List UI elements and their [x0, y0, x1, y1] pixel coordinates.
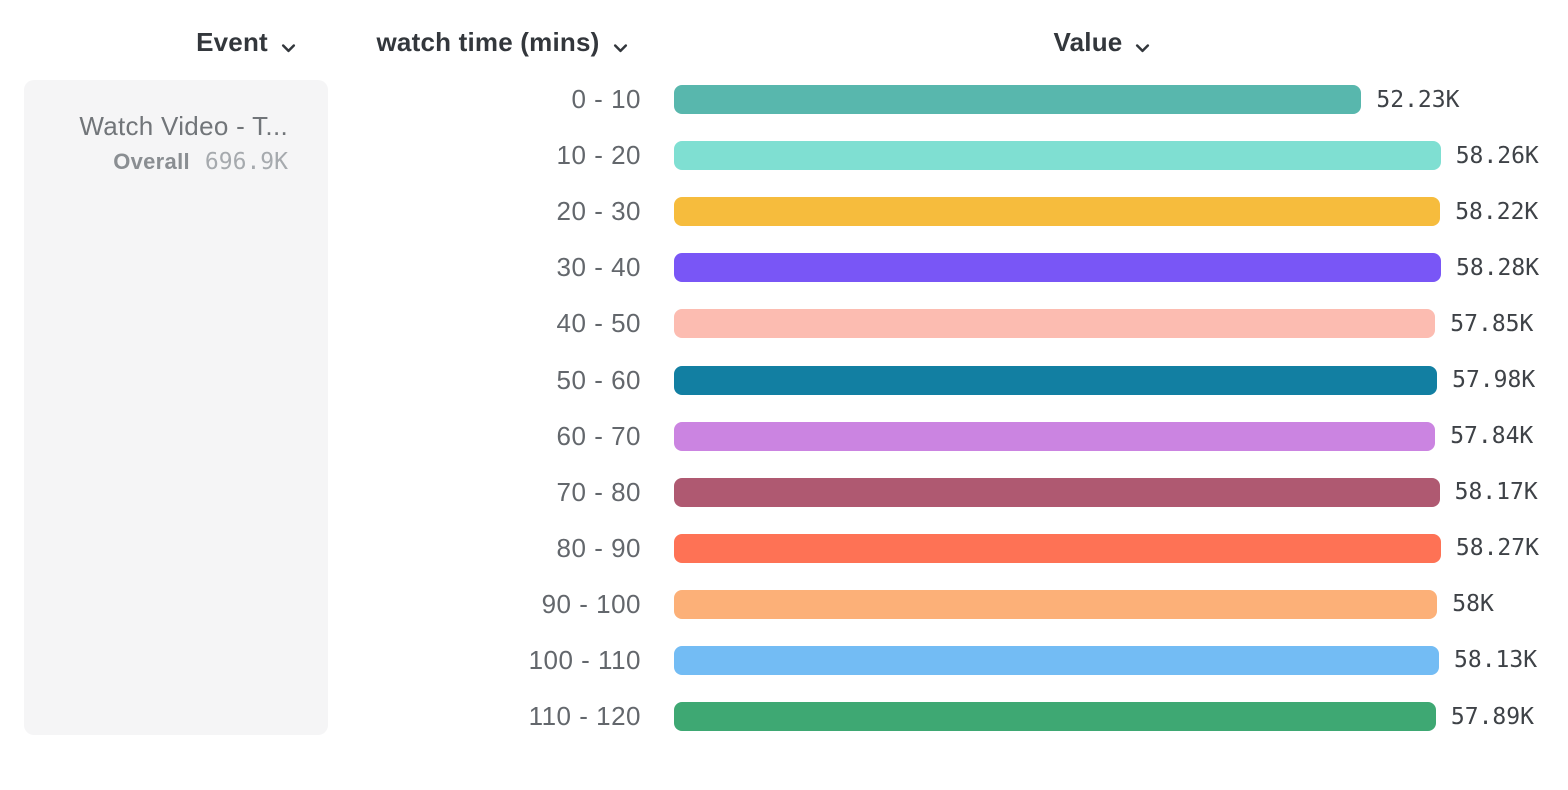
- chart-row: 80 - 90 58.27K: [0, 520, 1568, 576]
- bar-value-label: 58.13K: [1454, 647, 1538, 674]
- bar-segment[interactable]: [674, 309, 1436, 339]
- bar-value-label: 58.27K: [1455, 535, 1539, 562]
- category-label: 80 - 90: [556, 532, 641, 563]
- chart-row: 110 - 120 57.89K: [0, 689, 1568, 745]
- bar-segment[interactable]: [674, 197, 1441, 227]
- event-column-header[interactable]: Event: [147, 24, 347, 60]
- bar-value-label: 57.85K: [1450, 310, 1534, 337]
- event-overall-row: Overall 696.9K: [44, 149, 288, 175]
- bar-segment[interactable]: [674, 702, 1436, 732]
- bar-value-label: 52.23K: [1376, 86, 1460, 113]
- bar-value-label: 58.17K: [1454, 479, 1538, 506]
- bar-area: 58.13K: [674, 645, 1538, 675]
- bar-value-label: 58K: [1452, 591, 1494, 618]
- breakdown-column-header[interactable]: watch time (mins): [343, 24, 663, 60]
- chart-row: 100 - 110 58.13K: [0, 632, 1568, 688]
- bar-area: 57.84K: [674, 421, 1534, 451]
- bar-chart: 0 - 10 52.23K 10 - 20 58.26K 20 - 30 58.…: [0, 72, 1568, 745]
- bar-segment[interactable]: [674, 589, 1438, 619]
- bar-segment[interactable]: [674, 477, 1440, 507]
- category-label: 50 - 60: [556, 364, 641, 395]
- chevron-down-icon: [279, 34, 298, 53]
- bar-value-label: 58.22K: [1455, 198, 1539, 225]
- chart-row: 60 - 70 57.84K: [0, 408, 1568, 464]
- bar-area: 57.89K: [674, 702, 1534, 732]
- bar-value-label: 57.84K: [1450, 423, 1534, 450]
- event-title: Watch Video - T...: [79, 111, 288, 141]
- bar-value-label: 58.26K: [1455, 142, 1539, 169]
- bar-value-label: 58.28K: [1456, 254, 1540, 281]
- category-label: 60 - 70: [556, 420, 641, 451]
- chart-row: 90 - 100 58K: [0, 576, 1568, 632]
- category-label: 40 - 50: [556, 308, 641, 339]
- category-label: 20 - 30: [556, 196, 641, 227]
- breakdown-column-label: watch time (mins): [376, 26, 600, 57]
- bar-segment[interactable]: [674, 85, 1362, 115]
- bar-segment[interactable]: [674, 645, 1439, 675]
- chart-row: 0 - 10 52.23K: [0, 72, 1568, 128]
- category-label: 100 - 110: [528, 644, 641, 675]
- bar-segment[interactable]: [674, 533, 1441, 563]
- bar-segment[interactable]: [674, 365, 1438, 395]
- bar-value-label: 57.98K: [1452, 367, 1536, 394]
- bar-area: 57.98K: [674, 365, 1536, 395]
- bar-segment[interactable]: [674, 421, 1436, 451]
- category-label: 10 - 20: [556, 140, 641, 171]
- value-column-header[interactable]: Value: [1003, 24, 1203, 60]
- chevron-down-icon: [611, 34, 630, 53]
- category-label: 0 - 10: [571, 84, 641, 115]
- chart-row: 10 - 20 58.26K: [0, 128, 1568, 184]
- category-label: 110 - 120: [528, 701, 641, 732]
- chart-row: 50 - 60 57.98K: [0, 352, 1568, 408]
- bar-area: 58.27K: [674, 533, 1539, 563]
- category-label: 30 - 40: [556, 252, 641, 283]
- event-legend-card[interactable]: Watch Video - T... Overall 696.9K: [24, 80, 328, 735]
- bar-segment[interactable]: [674, 253, 1441, 283]
- bar-area: 58.28K: [674, 253, 1540, 283]
- bar-segment[interactable]: [674, 141, 1441, 171]
- bar-area: 58.26K: [674, 141, 1539, 171]
- chart-row: 20 - 30 58.22K: [0, 184, 1568, 240]
- bar-area: 57.85K: [674, 309, 1534, 339]
- category-label: 90 - 100: [541, 588, 641, 619]
- bar-value-label: 57.89K: [1450, 703, 1534, 730]
- value-column-label: Value: [1053, 26, 1123, 57]
- chart-row: 70 - 80 58.17K: [0, 464, 1568, 520]
- bar-area: 52.23K: [674, 85, 1460, 115]
- event-column-label: Event: [196, 26, 268, 57]
- bar-area: 58.22K: [674, 197, 1539, 227]
- bar-area: 58K: [674, 589, 1494, 619]
- category-label: 70 - 80: [556, 476, 641, 507]
- chart-row: 40 - 50 57.85K: [0, 296, 1568, 352]
- bar-area: 58.17K: [674, 477, 1538, 507]
- chevron-down-icon: [1133, 34, 1152, 53]
- overall-label: Overall: [113, 149, 190, 174]
- overall-value: 696.9K: [204, 149, 288, 175]
- chart-row: 30 - 40 58.28K: [0, 240, 1568, 296]
